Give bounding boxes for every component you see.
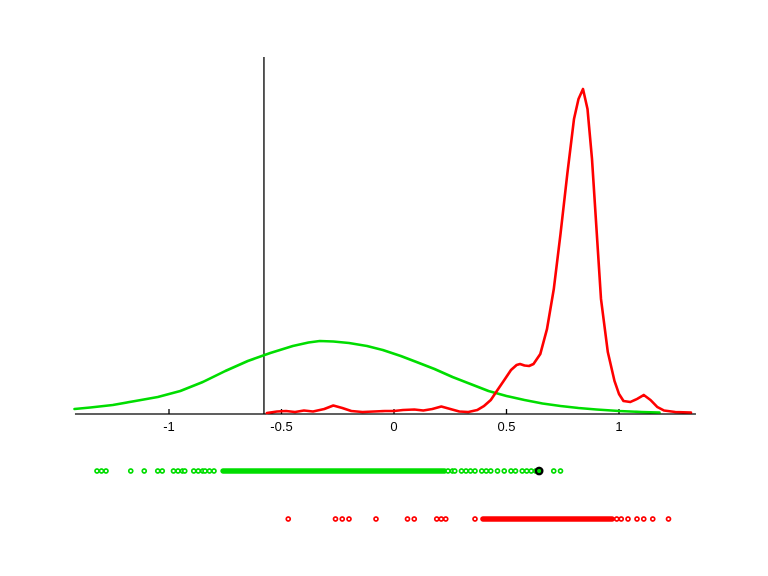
class-a-samples-point xyxy=(487,468,494,474)
class-a-samples-point xyxy=(519,468,526,474)
class-a-samples-point xyxy=(141,468,148,474)
class-b-samples-point xyxy=(442,516,449,522)
class-a-samples-point xyxy=(202,468,208,474)
class-a-samples-point xyxy=(98,468,105,474)
class-b-samples-point xyxy=(332,516,339,522)
class-b-samples-point xyxy=(404,516,411,522)
class-a-samples-point xyxy=(501,468,508,474)
class-a-samples-point xyxy=(103,468,109,474)
x-axis-tick-label: -1 xyxy=(163,419,175,434)
class-a-samples-point xyxy=(195,468,202,474)
x-axis-tick-label: 1 xyxy=(615,419,622,434)
class-b-samples-point xyxy=(472,516,478,522)
class-b-samples-point xyxy=(665,516,672,522)
class-a-samples-point xyxy=(181,468,188,474)
class-b-samples-point xyxy=(346,516,352,522)
x-axis-tick-label: -0.5 xyxy=(270,419,292,434)
class-a-samples-point xyxy=(472,468,478,474)
class-b-samples-point xyxy=(618,516,625,522)
class-b-samples-point xyxy=(634,516,640,522)
selected-sample-marker[interactable] xyxy=(534,466,544,476)
class-a-samples-point xyxy=(494,468,501,474)
class-a-samples-point xyxy=(206,468,213,474)
class-a-samples-point xyxy=(159,468,166,474)
class-a-samples-point xyxy=(170,468,177,474)
class-b-samples-point xyxy=(339,516,346,522)
class-a-samples-point xyxy=(190,468,197,474)
class-a-samples-point xyxy=(94,468,100,474)
class-b-samples-point xyxy=(411,516,418,522)
class-a-samples-point xyxy=(445,468,451,474)
class-a-samples-point xyxy=(127,468,134,474)
class-a-samples-point xyxy=(175,468,181,474)
class-a-samples-point xyxy=(557,468,564,474)
class-b-samples-point xyxy=(649,516,656,522)
x-axis-tick-label: 0.5 xyxy=(497,419,515,434)
class-b-samples-point xyxy=(613,516,620,522)
class-a-samples-point xyxy=(508,468,514,474)
class-a-samples-point xyxy=(523,468,530,474)
class-a-samples-point xyxy=(154,468,161,474)
class-a-samples-point xyxy=(512,468,519,474)
class-b-samples-point xyxy=(433,516,440,522)
class-a-samples-point xyxy=(478,468,485,474)
class-a-samples-point xyxy=(458,468,465,474)
class-b-density-curve xyxy=(265,87,693,415)
class-a-samples-point xyxy=(451,468,458,474)
class-a-samples-point xyxy=(211,468,217,474)
class-a-samples-point xyxy=(467,468,474,474)
class-b-samples-point xyxy=(640,516,647,522)
class-a-samples-point xyxy=(528,468,535,474)
class-a-samples-point xyxy=(550,468,557,474)
class-b-samples-point xyxy=(373,516,379,522)
class-a-density-curve xyxy=(73,339,661,414)
class-b-samples-point xyxy=(625,516,631,522)
class-b-samples-point xyxy=(285,516,292,522)
class-b-samples-point xyxy=(438,516,445,522)
class-a-samples-point xyxy=(483,468,490,474)
x-axis-tick-label: 0 xyxy=(390,419,397,434)
class-a-samples-point xyxy=(463,468,469,474)
